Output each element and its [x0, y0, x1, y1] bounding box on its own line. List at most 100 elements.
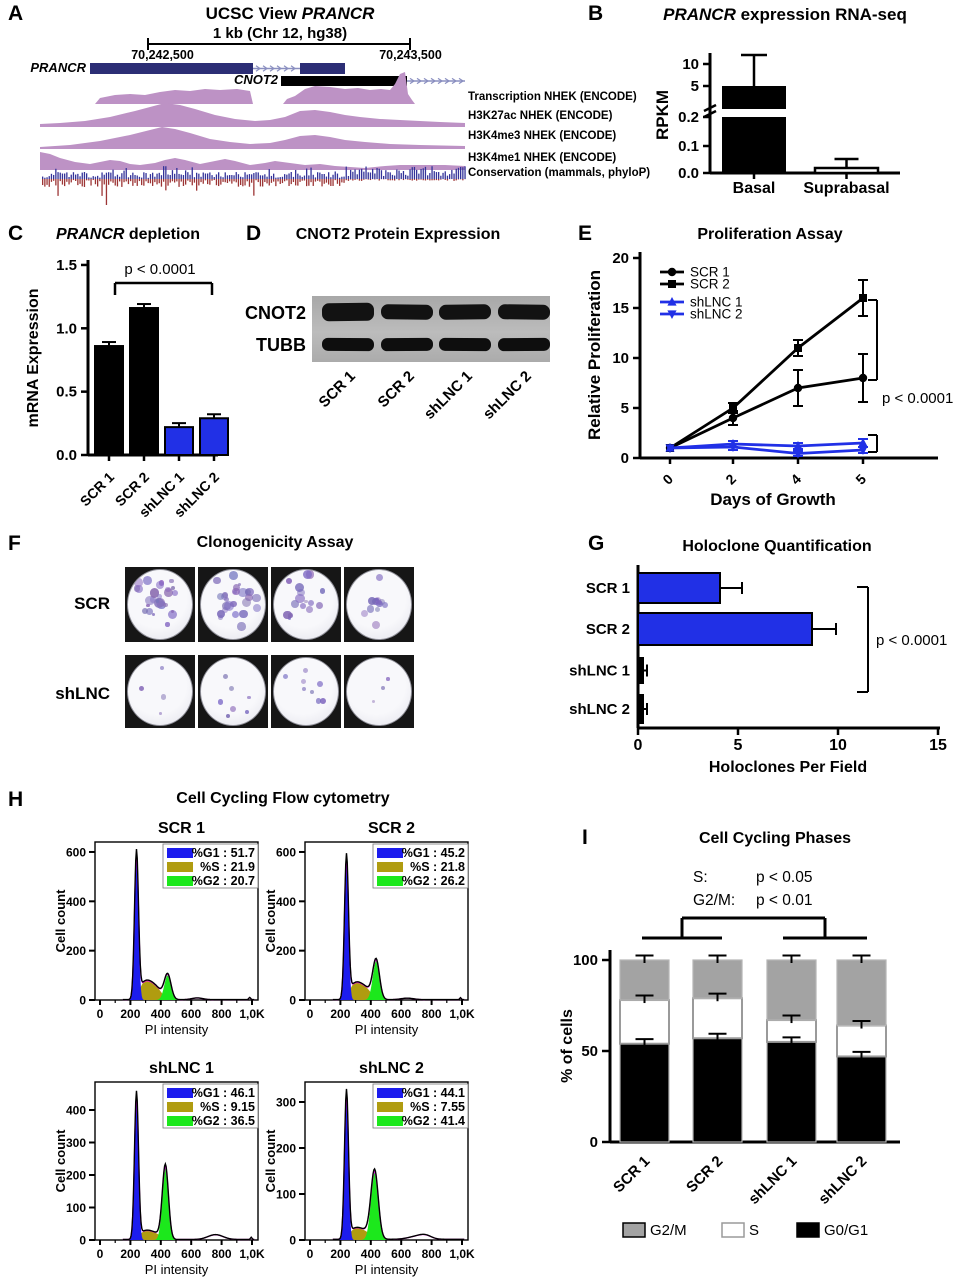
colony-spot — [169, 578, 174, 584]
panel-h-title: Cell Cycling Flow cytometry — [176, 790, 390, 807]
flow-curve — [122, 1090, 255, 1241]
y-cat-label: shLNC 1 — [569, 663, 630, 680]
flow-legend-entry: %S : 21.9 — [200, 860, 255, 874]
colony-spot — [224, 601, 235, 612]
x-tick: 0 — [634, 737, 643, 754]
colony-spot — [155, 599, 160, 604]
flow-legend-entry: %G2 : 36.5 — [192, 1114, 255, 1128]
x-tick: 400 — [361, 1247, 381, 1261]
colony-spot — [221, 607, 228, 614]
colony-spot — [376, 599, 382, 606]
colony-spot — [252, 603, 261, 612]
colony-spot — [302, 686, 307, 692]
y-tick: 100 — [66, 1201, 86, 1215]
y-tick: 1.0 — [56, 320, 77, 337]
colony-spot — [237, 582, 242, 587]
legend-label: SCR 1 — [690, 265, 730, 280]
y-tick: 200 — [66, 944, 86, 958]
y-tick: 300 — [66, 1136, 86, 1150]
colony-spot — [375, 573, 383, 581]
y-tick: 5 — [621, 400, 629, 417]
flow-plot-title: shLNC 2 — [359, 1060, 424, 1077]
colony-spot — [291, 600, 299, 608]
rnaseq-bar-chart: 0.0 0.1 0.2 5 10 Basal Suprabasal RPKM — [653, 53, 900, 197]
marker-triangle-down — [728, 443, 738, 452]
colony-spot — [306, 605, 314, 613]
culture-dish — [344, 655, 414, 728]
colony-spot — [374, 607, 380, 613]
annotation-g2m-p: p < 0.01 — [756, 892, 812, 909]
colony-spot — [245, 709, 250, 714]
x-tick: 600 — [181, 1007, 201, 1021]
coordinate-right: 70,243,500 — [379, 48, 442, 62]
colony-spot — [307, 599, 315, 607]
tubb-band — [321, 337, 374, 352]
x-cat-label: SCR 1 — [610, 1153, 653, 1196]
colony-spot — [371, 699, 376, 704]
marker-triangle-up — [793, 441, 803, 450]
x-tick: 2 — [722, 471, 739, 488]
panel-label-i: I — [582, 826, 588, 849]
colony-spot — [159, 665, 165, 670]
x-tick: 1,0K — [239, 1007, 265, 1021]
marker-triangle-down — [667, 310, 677, 319]
colony-spot — [229, 570, 238, 580]
panel-f-title: Clonogenicity Assay — [196, 534, 354, 551]
colony-spot — [239, 609, 248, 619]
colony-spot — [223, 596, 229, 603]
y-tick: 200 — [276, 944, 296, 958]
colony-spot — [380, 686, 385, 691]
western-blot: CNOT2 TUBB SCR 1 SCR 2 shLNC 1 shLNC 2 — [245, 296, 551, 423]
x-axis-label: PI intensity — [355, 1022, 419, 1037]
x-cat-label: SCR 1 — [77, 469, 118, 510]
y-tick: 15 — [612, 300, 629, 317]
y-axis-label: mRNA Expression — [25, 289, 42, 428]
colony-spot — [381, 602, 388, 609]
x-tick: 0 — [97, 1007, 104, 1021]
gene-cnot2-label: CNOT2 — [234, 72, 279, 87]
x-tick: 600 — [181, 1247, 201, 1261]
x-tick: 0 — [659, 471, 676, 488]
marker-circle — [667, 267, 677, 277]
annotation-s: S: — [693, 869, 708, 886]
flow-legend-entry: %G2 : 41.4 — [402, 1114, 465, 1128]
colony-spot — [252, 594, 261, 603]
colony-spot — [138, 685, 144, 691]
y-cat-label: SCR 1 — [586, 580, 630, 597]
colony-spot — [366, 605, 375, 613]
panel-label-e: E — [578, 222, 593, 245]
colony-spot — [167, 609, 178, 620]
colony-spot — [165, 586, 171, 592]
colony-spot — [134, 578, 143, 587]
colony-spot — [360, 610, 369, 618]
flow-legend-entry: %G1 : 44.1 — [402, 1086, 465, 1100]
x-tick: 400 — [151, 1247, 171, 1261]
colony-spot — [232, 587, 240, 596]
colony-spot — [228, 686, 235, 692]
y-tick: 0 — [621, 450, 629, 467]
y-tick: 10 — [612, 350, 629, 367]
colony-spot — [163, 587, 173, 597]
x-cat-label: SCR 2 — [683, 1153, 726, 1196]
colony-spot — [315, 601, 323, 609]
colony-spot — [133, 585, 141, 592]
colony-spot — [155, 580, 165, 590]
panel-label-b: B — [588, 2, 604, 25]
colony-spot — [229, 705, 236, 713]
series-line — [669, 296, 864, 450]
y-tick: 600 — [66, 845, 86, 859]
y-axis-label: Cell count — [263, 889, 278, 953]
x-tick: 10 — [829, 737, 847, 754]
y-axis-label: RPKM — [653, 90, 672, 140]
flow-cytometry-plots: SCR 1 0 200 400 600 0 200 400 600 800 1,0K %G1 : 51… — [53, 820, 475, 1277]
colony-spot — [309, 689, 315, 695]
lane-label: shLNC 2 — [480, 368, 535, 423]
track-label: Transcription NHEK (ENCODE) — [468, 91, 637, 103]
x-tick: 0 — [307, 1007, 314, 1021]
x-axis-label: Days of Growth — [710, 490, 836, 509]
dish-surface — [200, 569, 266, 640]
flow-curve — [332, 1088, 465, 1241]
blot-row-label: TUBB — [256, 335, 306, 355]
colony-spot — [288, 613, 293, 618]
colony-spot — [143, 576, 153, 585]
